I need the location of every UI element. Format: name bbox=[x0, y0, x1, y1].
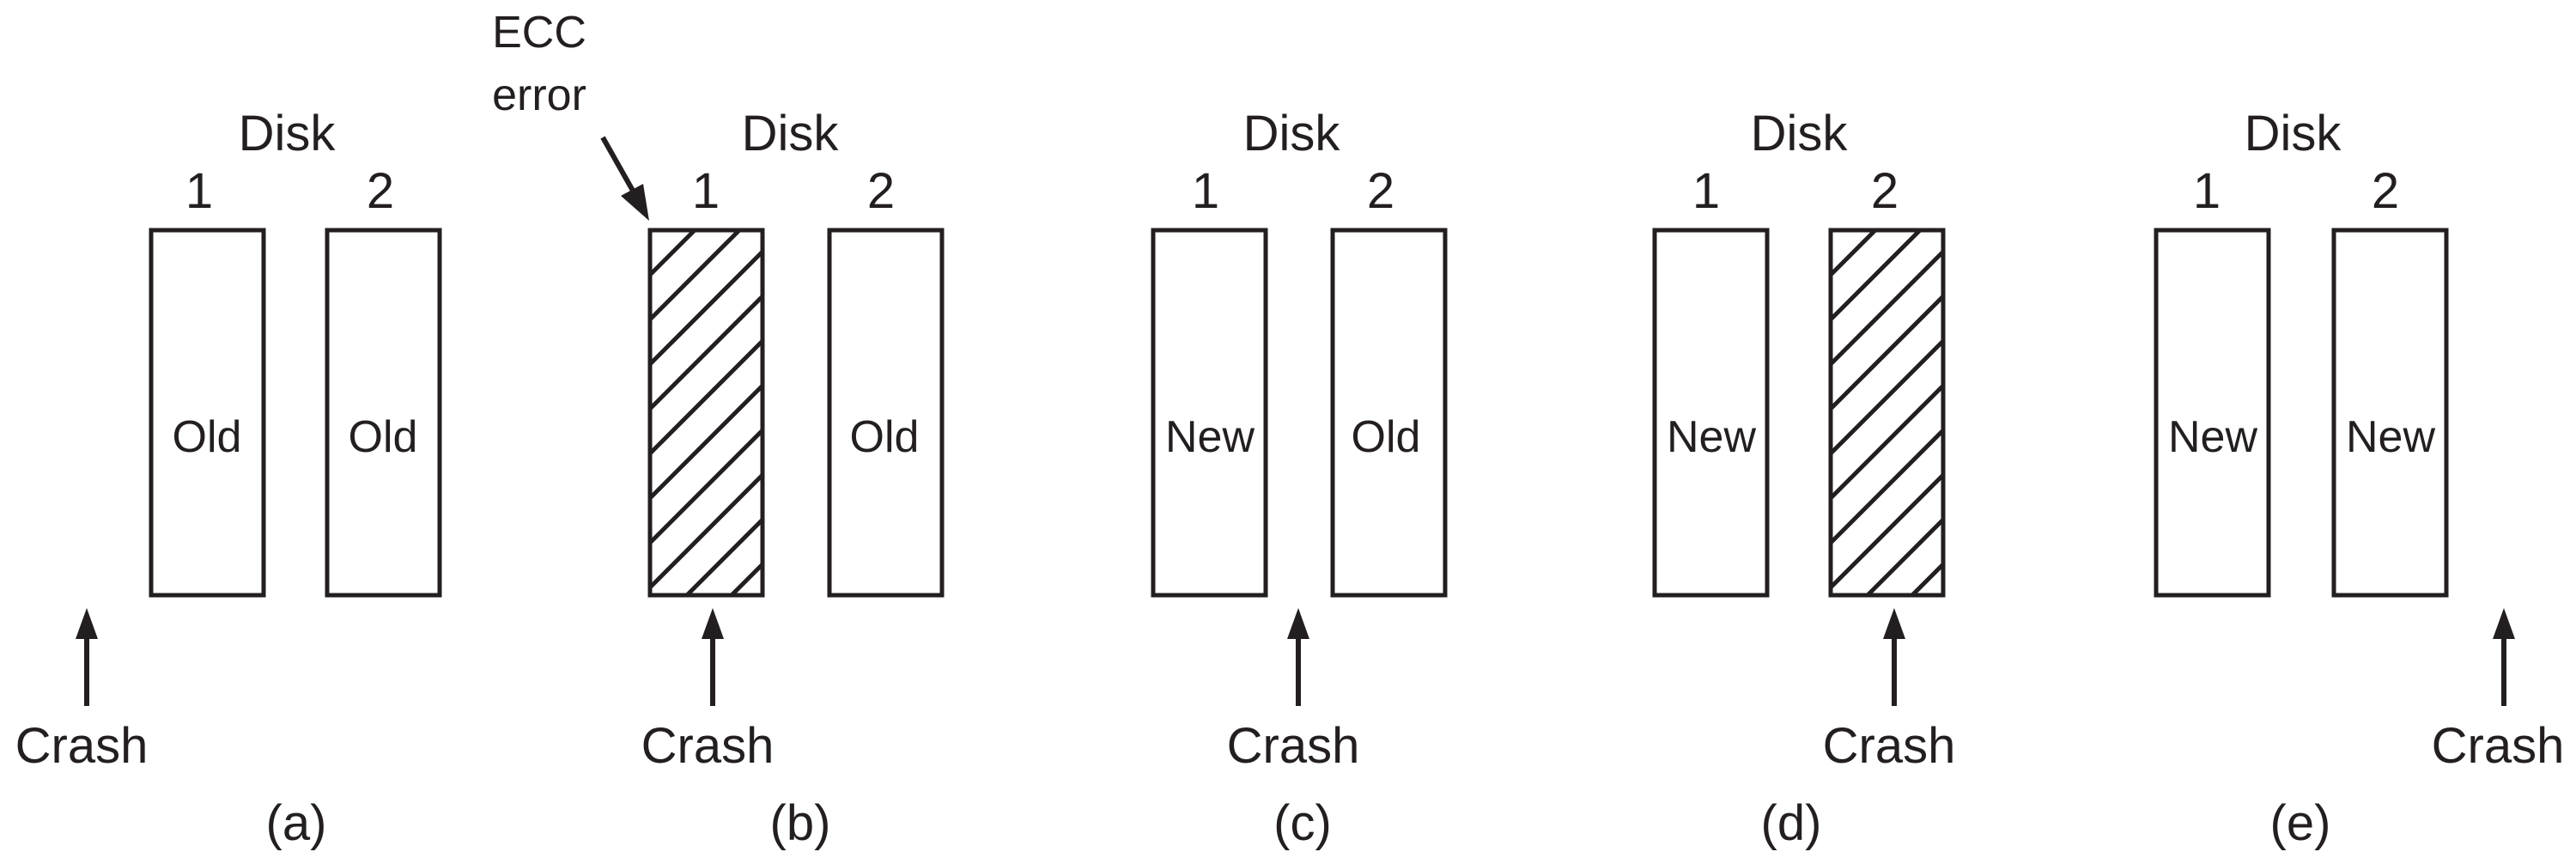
ecc-label-line1: ECC bbox=[492, 8, 586, 58]
disk-number: 1 bbox=[2193, 163, 2221, 219]
block-content-label: New bbox=[2168, 412, 2257, 462]
hatch-line bbox=[1831, 338, 1943, 457]
hatch-line bbox=[1831, 230, 1832, 234]
disk-number: 1 bbox=[185, 163, 213, 219]
disk-title: Disk bbox=[239, 106, 337, 161]
disk-number: 1 bbox=[1692, 163, 1720, 219]
block-content-label: Old bbox=[349, 412, 418, 462]
block-content-label: New bbox=[1165, 412, 1255, 462]
disk-number: 2 bbox=[2372, 163, 2399, 219]
disk-title: Disk bbox=[1751, 106, 1849, 161]
disk-title: Disk bbox=[1243, 106, 1341, 161]
ecc-label-line2: error bbox=[492, 70, 586, 120]
panel-b: Disk 1 2 Old Crash (b) bbox=[641, 106, 945, 851]
disk-number: 2 bbox=[1871, 163, 1899, 219]
disk-1-block bbox=[1652, 228, 1770, 598]
hatch-line bbox=[1866, 516, 1943, 595]
disk-2-block bbox=[2331, 228, 2449, 598]
hatch-line bbox=[650, 293, 762, 412]
crash-label: Crash bbox=[15, 718, 149, 774]
disk-1-block bbox=[2154, 228, 2271, 598]
panel-caption: (b) bbox=[770, 795, 831, 851]
ecc-arrow-shaft bbox=[600, 136, 635, 192]
disk-2-block bbox=[325, 228, 442, 598]
disk-number: 1 bbox=[1192, 163, 1219, 219]
disk-2-block bbox=[827, 228, 945, 598]
disk-2-block bbox=[1330, 228, 1448, 598]
hatch-line bbox=[1831, 248, 1943, 368]
block-content-label: Old bbox=[1352, 412, 1421, 462]
ecc-error-hatching bbox=[650, 230, 762, 595]
hatch-line bbox=[1831, 427, 1943, 546]
hatch-line bbox=[1831, 472, 1943, 591]
disk-title: Disk bbox=[2245, 106, 2342, 161]
panel-caption: (c) bbox=[1273, 795, 1332, 851]
disk-number: 2 bbox=[367, 163, 394, 219]
panel-e: Disk 1 2 New New Crash (e) bbox=[2154, 106, 2565, 851]
ecc-arrow-head bbox=[621, 184, 649, 221]
disk-1-block-ecc-error bbox=[647, 228, 765, 598]
crash-arrow bbox=[76, 608, 98, 706]
hatch-line bbox=[650, 230, 741, 323]
disk-number: 2 bbox=[867, 163, 895, 219]
block-content-label: New bbox=[2346, 412, 2435, 462]
hatch-line bbox=[650, 248, 762, 368]
disk-2-block-outline bbox=[1828, 228, 1946, 598]
crash-label: Crash bbox=[2432, 718, 2565, 774]
crash-arrow bbox=[702, 608, 724, 706]
panel-caption: (d) bbox=[1761, 795, 1822, 851]
hatch-line bbox=[1831, 382, 1943, 502]
crash-arrow bbox=[2493, 608, 2515, 706]
block-content-label: Old bbox=[850, 412, 920, 462]
disk-number: 2 bbox=[1367, 163, 1394, 219]
ecc-error-annotation: ECC error bbox=[492, 8, 649, 221]
crash-arrow bbox=[1883, 608, 1905, 706]
panel-c: Disk 1 2 New Old Crash (c) bbox=[1151, 106, 1448, 851]
hatch-line bbox=[650, 472, 762, 591]
hatch-line bbox=[650, 338, 762, 457]
block-content-label: New bbox=[1667, 412, 1756, 462]
panel-a: Disk 1 2 Old Old Crash (a) bbox=[15, 106, 442, 851]
disk-number: 1 bbox=[692, 163, 720, 219]
disk-title: Disk bbox=[742, 106, 840, 161]
crash-label: Crash bbox=[641, 718, 775, 774]
disk-2-block-ecc-error bbox=[1828, 228, 1946, 598]
block-content-label: Old bbox=[173, 412, 242, 462]
crash-label: Crash bbox=[1227, 718, 1360, 774]
panel-caption: (a) bbox=[266, 795, 327, 851]
hatch-line bbox=[650, 382, 762, 502]
crash-label: Crash bbox=[1823, 718, 1956, 774]
disk-1-block bbox=[1151, 228, 1268, 598]
disk-1-block-outline bbox=[647, 228, 765, 598]
hatch-line bbox=[650, 427, 762, 546]
hatch-line bbox=[685, 516, 762, 595]
panel-d: Disk 1 2 New Crash (d) bbox=[1652, 106, 1956, 851]
crash-arrow bbox=[1287, 608, 1309, 706]
ecc-error-hatching bbox=[1831, 230, 1943, 595]
disk-1-block bbox=[149, 228, 266, 598]
hatch-line bbox=[1831, 230, 1922, 323]
panel-caption: (e) bbox=[2270, 795, 2331, 851]
